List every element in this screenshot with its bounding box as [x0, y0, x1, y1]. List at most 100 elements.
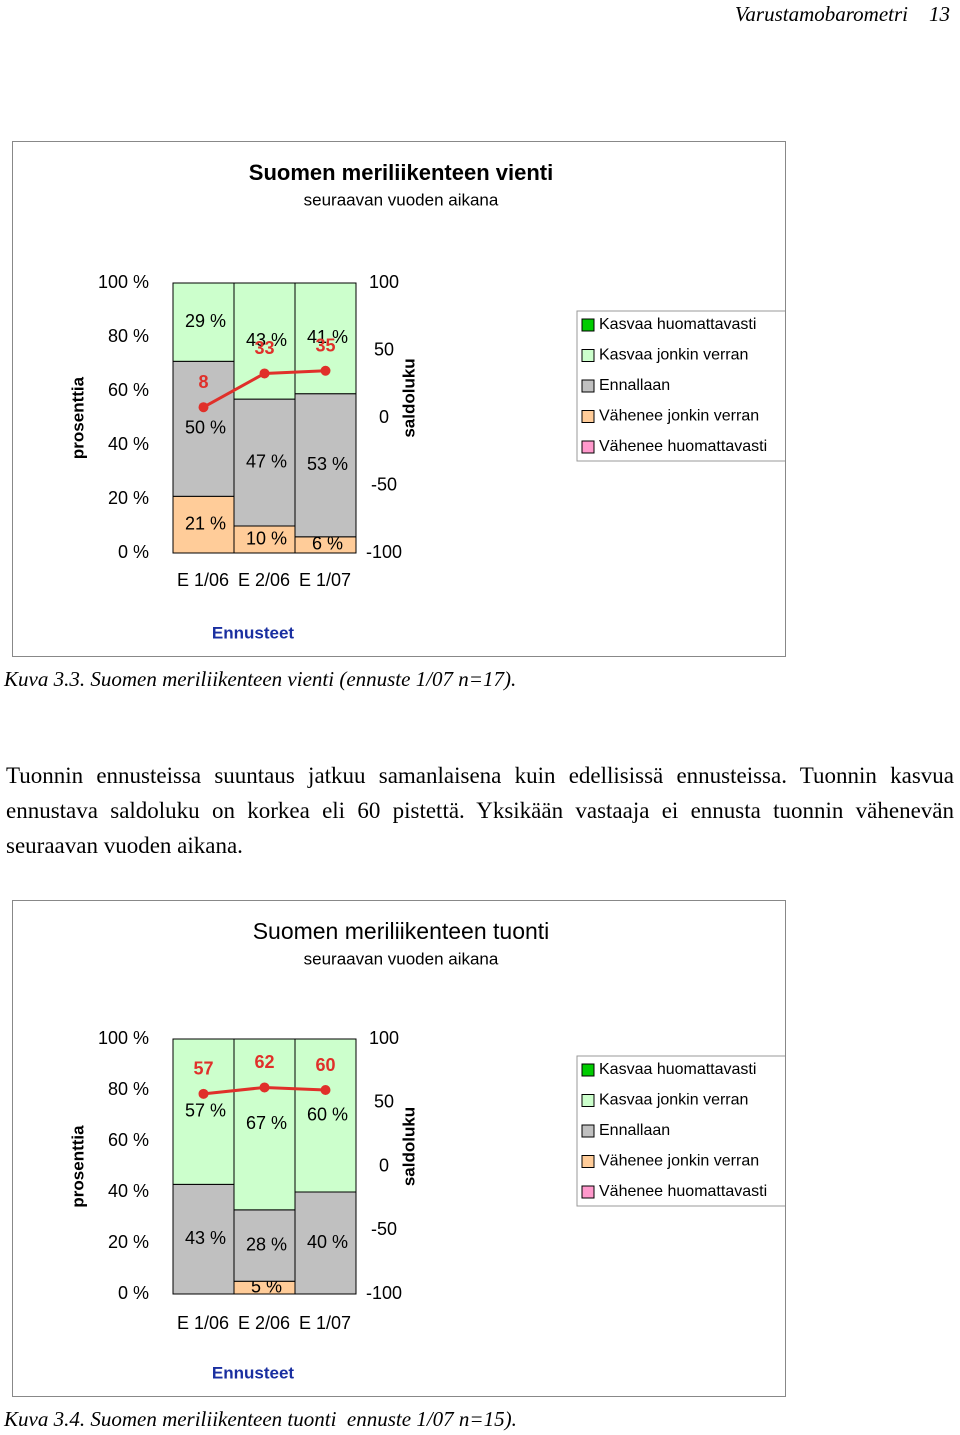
- y2-tick-label: 100: [369, 1028, 399, 1048]
- y-tick-label: 40 %: [108, 434, 149, 454]
- bar-segment: [172, 282, 235, 362]
- y2-tick-label: -50: [371, 474, 397, 494]
- x-tick-label: E 2/06: [238, 570, 290, 590]
- legend-swatch: [581, 440, 595, 454]
- legend-label: Kasvaa huomattavasti: [599, 316, 756, 333]
- value-label: 21 %: [185, 513, 226, 533]
- y2-tick-label: -50: [371, 1219, 397, 1239]
- legend-box: [576, 310, 787, 462]
- value-label: 43 %: [246, 330, 287, 350]
- value-label: 28 %: [246, 1234, 287, 1254]
- value-label: 29 %: [185, 311, 226, 331]
- value-label: 6 %: [312, 534, 343, 554]
- x-tick-label: E 1/07: [299, 570, 351, 590]
- y-tick-label: 40 %: [108, 1181, 149, 1201]
- y-tick-label: 20 %: [108, 488, 149, 508]
- value-label: 47 %: [246, 451, 287, 471]
- value-label: 53 %: [307, 454, 348, 474]
- value-label: 10 %: [246, 528, 287, 548]
- y-axis-label: prosenttia: [68, 376, 87, 459]
- legend-swatch: [581, 410, 595, 423]
- saldo-point: [320, 365, 331, 376]
- legend-swatch: [581, 1155, 595, 1168]
- bar-segment: [172, 495, 235, 554]
- caption: Kuva 3.3. Suomen meriliikenteen vienti (…: [4, 667, 517, 691]
- y2-axis-label: saldoluku: [399, 358, 418, 437]
- value-label: 57 %: [185, 1100, 226, 1120]
- legend-label: Kasvaa jonkin verran: [599, 1092, 748, 1109]
- legend-label: Vähenee jonkin verran: [599, 1153, 759, 1170]
- chart: Suomen meriliikenteen tuonti seuraavan vu…: [68, 918, 787, 1382]
- y-tick-label: 100 %: [98, 1028, 149, 1048]
- page-number: 13: [929, 2, 950, 26]
- bar-segment: [294, 393, 357, 538]
- legend-swatch: [581, 1063, 595, 1077]
- legend-swatch: [581, 1185, 595, 1199]
- header-title: Varustamobarometri: [734, 2, 908, 26]
- x-tick-label: E 1/06: [177, 570, 229, 590]
- bar-segment: [294, 1038, 357, 1193]
- y2-tick-label: 100: [369, 272, 399, 292]
- bar-segment: [233, 1038, 296, 1211]
- legend-label: Kasvaa jonkin verran: [599, 347, 748, 364]
- y2-tick-label: 0: [379, 1155, 389, 1175]
- y2-tick-label: 50: [374, 339, 394, 359]
- value-label: 67 %: [246, 1113, 287, 1133]
- chart-title: Suomen meriliikenteen tuonti: [253, 918, 550, 944]
- bar-segment: [233, 398, 296, 527]
- saldo-point: [198, 1088, 209, 1099]
- y-tick-label: 20 %: [108, 1232, 149, 1252]
- y2-tick-label: 0: [379, 407, 389, 427]
- y2-axis-label: saldoluku: [399, 1107, 418, 1186]
- y-axis-label: prosenttia: [68, 1125, 87, 1208]
- legend-label: Vähenee huomattavasti: [599, 1183, 767, 1200]
- x-tick-label: E 1/07: [299, 1313, 351, 1333]
- y-tick-label: 100 %: [98, 272, 149, 292]
- paragraph: Tuonnin ennusteissa suuntaus jatkuu sama…: [6, 763, 954, 858]
- chart-subtitle: seuraavan vuoden aikana: [304, 949, 499, 968]
- legend-label: Ennallaan: [599, 377, 670, 394]
- chart-title: Suomen meriliikenteen vienti: [249, 160, 553, 185]
- line-label: 57: [193, 1059, 213, 1079]
- line-label: 60: [315, 1055, 335, 1075]
- line-label: 8: [198, 372, 208, 392]
- line-label: 33: [254, 338, 274, 358]
- bar-segment: [172, 1183, 235, 1295]
- bar-segment: [172, 1038, 235, 1185]
- line-label: 35: [315, 336, 335, 356]
- bar-segment: [233, 282, 296, 400]
- y-tick-label: 80 %: [108, 326, 149, 346]
- value-label: 50 %: [185, 418, 226, 438]
- saldo-point: [320, 1085, 331, 1095]
- y-tick-label: 0 %: [118, 542, 149, 562]
- x-axis-label: Ennusteet: [212, 1363, 295, 1382]
- bar-segment: [294, 282, 357, 395]
- value-label: 60 %: [307, 1104, 348, 1124]
- legend-swatch: [581, 379, 595, 393]
- x-axis-label: Ennusteet: [212, 623, 295, 642]
- legend-swatch: [581, 318, 595, 332]
- legend-box: [576, 1055, 787, 1207]
- caption: Kuva 3.4. Suomen meriliikenteen tuonti e…: [4, 1407, 517, 1431]
- page-header: Varustamobarometri 13: [735, 2, 950, 27]
- legend-label: Vähenee jonkin verran: [599, 408, 759, 425]
- y-tick-label: 80 %: [108, 1079, 149, 1099]
- bar-segment: [294, 1191, 357, 1295]
- y-tick-label: 60 %: [108, 1130, 149, 1150]
- y2-tick-label: 50: [374, 1092, 394, 1112]
- legend-swatch: [581, 349, 595, 362]
- chart-box: Suomen meriliikenteen tuonti seuraavan vu…: [12, 900, 787, 1397]
- saldo-point: [198, 402, 209, 413]
- line-label: 62: [254, 1052, 274, 1072]
- legend-label: Ennallaan: [599, 1122, 670, 1139]
- y2-tick-label: -100: [366, 1283, 402, 1303]
- legend-swatch: [581, 1124, 595, 1138]
- value-label: 41 %: [307, 327, 348, 347]
- y-tick-label: 60 %: [108, 380, 149, 400]
- value-label: 43 %: [185, 1228, 226, 1248]
- x-tick-label: E 1/06: [177, 1313, 229, 1333]
- chart-subtitle: seuraavan vuoden aikana: [304, 190, 499, 209]
- chart: Suomen meriliikenteen vienti seuraavan vu…: [68, 160, 787, 642]
- value-label: 40 %: [307, 1232, 348, 1252]
